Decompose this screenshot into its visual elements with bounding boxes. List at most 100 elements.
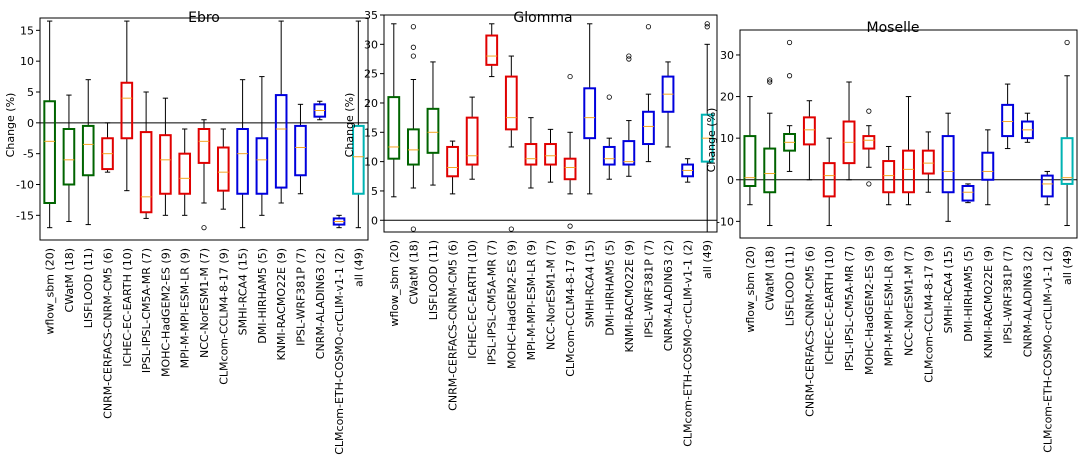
box-body: [216, 146, 230, 192]
box-moselle-5: [822, 137, 836, 227]
x-tick-label: CLMcom-ETH-COSMO-crCLIM-v1-1 (2): [333, 248, 346, 455]
chart-title-glomma: Glomma: [513, 10, 572, 26]
x-tick-label: NCC-NorESM1-M (7): [545, 240, 558, 350]
box-body: [426, 107, 440, 154]
x-tick-label: MOHC-HadGEM2-ES (9): [505, 240, 518, 369]
x-tick-label: wflow_sbm (20): [44, 248, 57, 335]
box-body: [255, 137, 269, 195]
box-moselle-1: [743, 96, 757, 206]
outlier-point: [786, 73, 793, 79]
y-tick-label: 20: [364, 97, 378, 110]
box-ebro-10: [216, 128, 230, 210]
y-tick-label: -10: [716, 215, 734, 228]
box-ebro-1: [43, 20, 56, 229]
box-glomma-1: [387, 23, 401, 198]
box-glomma-10: [563, 73, 577, 229]
y-tick-label: -10: [16, 179, 34, 192]
box-body: [882, 160, 896, 194]
box-glomma-12: [602, 94, 616, 180]
y-tick-label: 30: [364, 38, 378, 51]
box-moselle-3: [783, 39, 797, 172]
x-tick-label: IPSL-WRF381P (7): [1002, 246, 1015, 344]
box-body: [197, 128, 211, 164]
x-tick-label: CWatM (18): [764, 246, 777, 310]
box-moselle-14: [1001, 83, 1015, 150]
x-tick-label: CLMcom-CCLM4-8-17 (9): [564, 240, 577, 377]
x-tick-label: CWatM (18): [63, 248, 76, 312]
x-tick-label: IPSL-IPSL-CM5A-MR (7): [486, 240, 499, 365]
x-tick-label: SMHI-RCA4 (15): [584, 240, 597, 327]
box-ebro-3: [81, 79, 95, 226]
box-moselle-12: [961, 183, 975, 204]
box-body: [902, 149, 915, 194]
box-moselle-13: [981, 129, 995, 206]
box-glomma-8: [524, 117, 538, 189]
x-tick-label: CNRM-ALADIN63 (2): [1021, 246, 1034, 357]
x-tick-label: CLMcom-ETH-COSMO-crCLIM-v1-1 (2): [1041, 246, 1054, 453]
box-body: [294, 124, 307, 177]
box-glomma-6: [485, 23, 499, 78]
box-glomma-9: [544, 128, 557, 183]
x-tick-label: LISFLOOD (11): [427, 240, 440, 320]
x-tick-label: DMI-HIRHAM5 (5): [603, 240, 616, 336]
box-glomma-2: [406, 24, 420, 232]
y-tick-label: 30: [720, 49, 734, 62]
box-body: [763, 147, 777, 194]
outlier-point: [1064, 39, 1070, 46]
y-tick-label: 0: [727, 174, 734, 187]
box-ebro-9: [197, 119, 211, 231]
y-tick-label: -15: [16, 209, 34, 222]
box-body: [544, 143, 557, 166]
outlier-point: [410, 24, 416, 30]
box-body: [822, 162, 836, 198]
y-tick-label: 0: [371, 214, 378, 227]
box-ebro-13: [274, 20, 288, 204]
x-tick-label: CLMcom-ETH-COSMO-crCLIM-v1-1 (2): [682, 240, 695, 447]
x-tick-label: SMHI-RCA4 (15): [942, 246, 955, 333]
x-tick-label: all (49): [1061, 246, 1074, 285]
outlier-point: [201, 225, 207, 231]
box-body: [387, 96, 401, 160]
x-tick-label: CNRM-CERFACS-CNRM-CM5 (6): [447, 240, 460, 411]
x-tick-label: IPSL-WRF381P (7): [294, 248, 307, 346]
y-tick-label: 25: [364, 68, 378, 81]
x-tick-label: ICHEC-EC-EARTH (10): [823, 246, 836, 365]
y-tick-label: 5: [27, 86, 34, 99]
x-tick-label: SMHI-RCA4 (15): [237, 248, 250, 335]
box-ebro-2: [62, 94, 76, 222]
box-body: [485, 34, 499, 66]
x-tick-label: CNRM-CERFACS-CNRM-CM5 (6): [803, 246, 816, 417]
x-tick-label: ICHEC-EC-EARTH (10): [466, 240, 479, 359]
chart-title-moselle: Moselle: [867, 20, 920, 36]
outlier-point: [410, 226, 416, 232]
box-body: [465, 116, 479, 166]
outlier-point: [866, 181, 872, 187]
y-tick-label: 15: [364, 126, 378, 139]
x-tick-label: wflow_sbm (20): [744, 246, 757, 333]
x-tick-label: CWatM (18): [407, 240, 420, 304]
x-tick-label: all (49): [352, 248, 365, 287]
x-tick-label: KNMI-RACMO22E (9): [623, 240, 636, 353]
box-body: [563, 157, 577, 181]
x-tick-label: CNRM-CERFACS-CNRM-CM5 (6): [102, 248, 115, 419]
y-tick-label: 5: [371, 185, 378, 198]
x-tick-label: CLMcom-CCLM4-8-17 (9): [922, 246, 935, 383]
box-body: [62, 128, 76, 186]
box-ebro-5: [120, 20, 134, 192]
box-ebro-11: [236, 79, 249, 229]
outlier-point: [866, 108, 872, 114]
chart-panel-ebro: Ebro Change (%) -15-10-5051015wflow_sbm …: [4, 10, 369, 455]
outlier-point: [626, 53, 632, 59]
x-tick-label: DMI-HIRHAM5 (5): [256, 248, 269, 344]
x-tick-label: NCC-NorESM1-M (7): [903, 246, 916, 356]
box-body: [941, 135, 955, 194]
y-axis-label-glomma: Change (%): [343, 93, 356, 158]
plot-frame: [383, 14, 718, 233]
y-tick-label: -5: [23, 148, 34, 161]
y-tick-label: 15: [20, 24, 34, 37]
box-ebro-7: [159, 97, 172, 216]
x-tick-label: MPI-M-MPI-ESM-LR (9): [179, 248, 192, 368]
box-glomma-16: [681, 158, 695, 183]
box-glomma-7: [504, 55, 518, 232]
outlier-point: [567, 73, 573, 80]
